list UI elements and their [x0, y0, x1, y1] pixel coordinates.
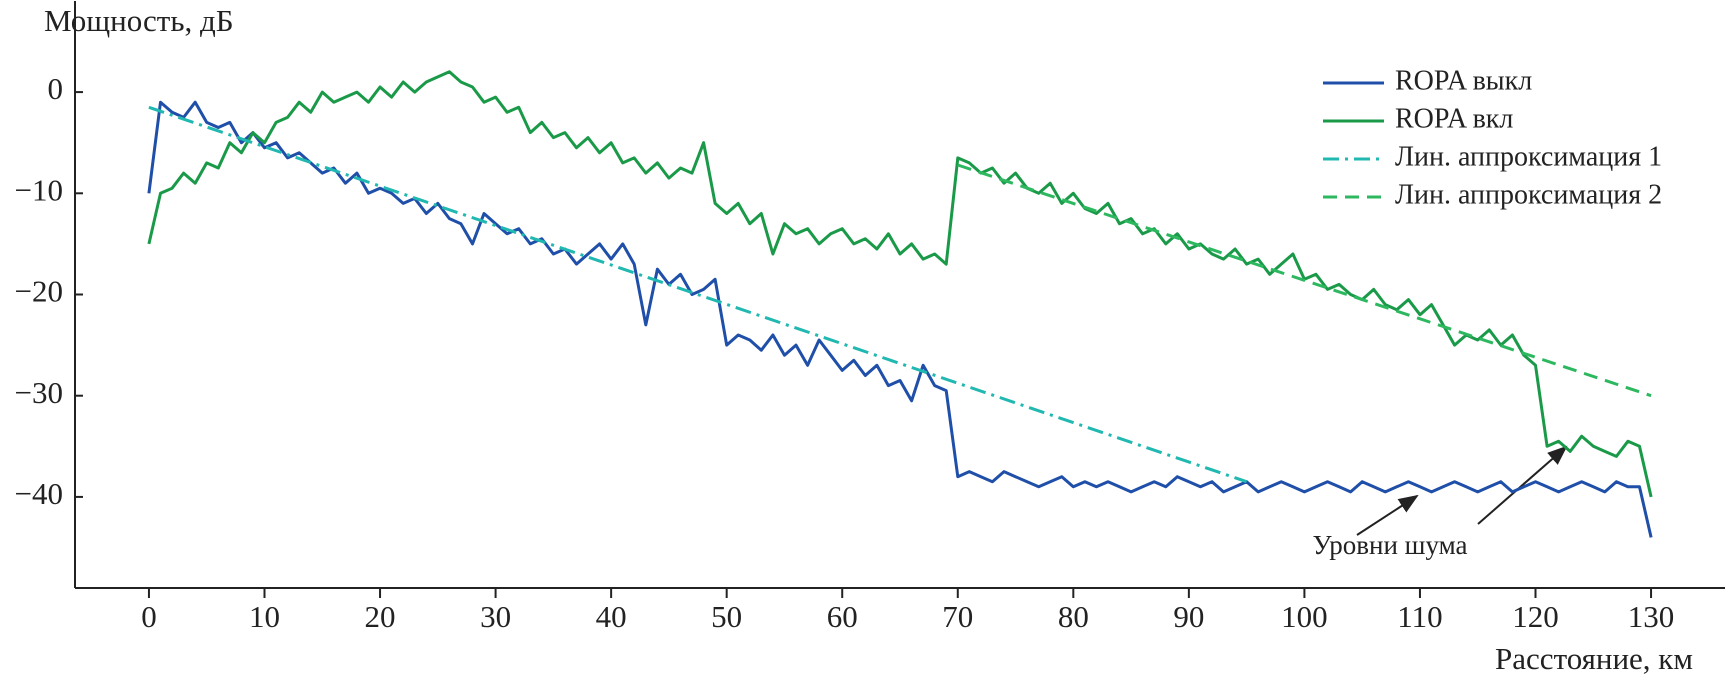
y-tick-label: 0 [48, 71, 64, 106]
y-tick-label: −10 [15, 172, 63, 207]
x-tick-label: 70 [942, 599, 973, 634]
x-tick-label: 0 [141, 599, 157, 634]
series-line [147, 100, 1653, 538]
y-tick-label: −40 [15, 476, 63, 511]
x-tick-label: 110 [1397, 599, 1442, 634]
y-tick-label: −30 [15, 375, 63, 410]
x-tick-label: 60 [827, 599, 858, 634]
series-line [148, 105, 1248, 484]
annotation-arrow [1477, 445, 1568, 525]
x-tick-label: 20 [365, 599, 396, 634]
x-tick-label: 50 [711, 599, 742, 634]
x-tick-label: 100 [1281, 599, 1328, 634]
legend-label: ROPA выкл [1395, 65, 1532, 96]
x-axis-label: Расстояние, км [1495, 641, 1693, 676]
legend-label: Лин. аппроксимация 1 [1395, 141, 1662, 172]
annotation-arrow [1356, 494, 1419, 536]
series-line [957, 163, 1652, 398]
x-tick-label: 10 [249, 599, 280, 634]
legend-label: Лин. аппроксимация 2 [1395, 179, 1662, 210]
annotation: Уровни шума [1313, 530, 1468, 560]
y-axis-label: Мощность, дБ [44, 3, 234, 38]
x-tick-label: 130 [1628, 599, 1675, 634]
y-tick-label: −20 [15, 274, 63, 309]
series-line [147, 70, 1653, 498]
x-tick-label: 120 [1512, 599, 1559, 634]
x-tick-label: 80 [1058, 599, 1089, 634]
legend-label: ROPA вкл [1395, 103, 1513, 134]
x-tick-label: 30 [480, 599, 511, 634]
x-tick-label: 90 [1173, 599, 1204, 634]
x-tick-label: 40 [596, 599, 627, 634]
